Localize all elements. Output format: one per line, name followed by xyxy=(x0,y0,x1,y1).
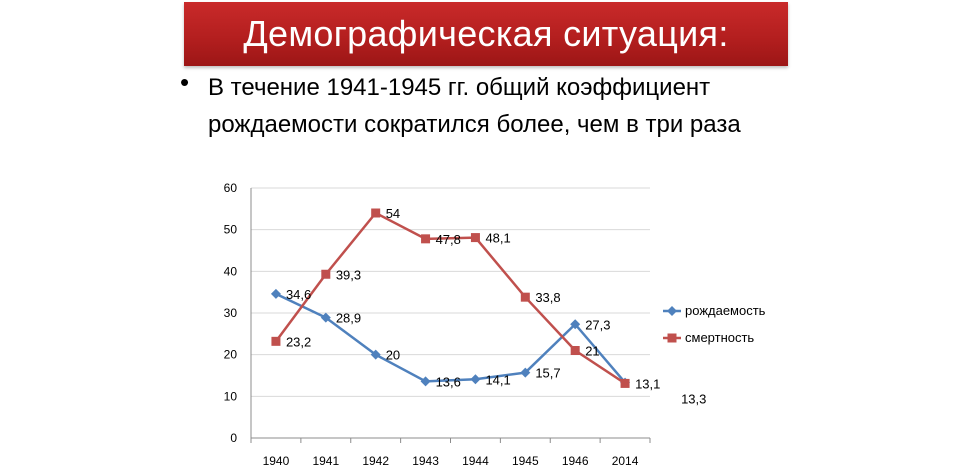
y-tick-label: 60 xyxy=(224,181,238,195)
y-tick-label: 20 xyxy=(224,348,238,362)
data-label: 27,3 xyxy=(585,317,610,332)
point-marker-diamond xyxy=(320,312,331,323)
point-marker-diamond xyxy=(420,376,431,387)
data-label: 48,1 xyxy=(485,231,510,246)
point-marker-square xyxy=(371,208,381,218)
point-marker-square xyxy=(520,292,530,302)
data-label: 39,3 xyxy=(336,267,361,282)
point-marker-square xyxy=(667,333,677,343)
data-label: 21 xyxy=(585,344,599,359)
data-label: 34,6 xyxy=(286,287,311,302)
point-marker-square xyxy=(470,233,480,243)
legend-label: смертность xyxy=(685,330,754,345)
data-label: 28,9 xyxy=(336,311,361,326)
chart-data-labels: 34,6 28,9 20 13,6 14,1 15,7 27,3 13,3 23,2 39,3 54… xyxy=(286,206,706,407)
point-marker-diamond xyxy=(370,349,381,360)
point-marker-square xyxy=(271,336,281,346)
data-label: 47,8 xyxy=(436,232,461,247)
point-marker-square xyxy=(321,269,331,279)
data-label: 33,8 xyxy=(535,290,560,305)
chart-legend: рождаемость смертность xyxy=(663,303,766,345)
legend-label: рождаемость xyxy=(685,303,766,318)
data-label: 54 xyxy=(386,206,400,221)
chart-axes: 0 10 20 30 40 50 60 1940 1941 1942 1943 1944 1945 194… xyxy=(224,181,651,468)
y-tick-label: 30 xyxy=(224,306,238,320)
y-tick-label: 0 xyxy=(230,431,237,445)
series-line-death xyxy=(274,211,626,385)
chart-gridlines xyxy=(251,187,650,397)
data-label: 14,1 xyxy=(485,372,510,387)
point-marker-diamond xyxy=(570,319,581,330)
y-tick-label: 40 xyxy=(224,264,238,278)
point-marker-diamond xyxy=(270,288,281,299)
point-marker-diamond xyxy=(667,306,677,316)
x-tick-label: 2014 xyxy=(612,454,639,468)
x-tick-label: 1943 xyxy=(412,454,439,468)
data-label: 13,1 xyxy=(635,376,660,391)
y-tick-label: 50 xyxy=(224,223,238,237)
x-tick-label: 1945 xyxy=(512,454,539,468)
data-label: 13,3 xyxy=(681,392,706,407)
x-tick-label: 1942 xyxy=(362,454,389,468)
point-marker-square xyxy=(421,234,431,244)
title-banner: Демографическая ситуация: xyxy=(184,2,788,66)
point-marker-square xyxy=(570,346,580,355)
y-tick-label: 10 xyxy=(224,389,238,403)
x-tick-label: 1944 xyxy=(462,454,489,468)
point-marker-diamond xyxy=(470,374,481,385)
x-tick-label: 1940 xyxy=(263,454,290,468)
x-tick-label: 1946 xyxy=(562,454,589,468)
slide-title: Демографическая ситуация: xyxy=(243,13,729,54)
series-line-birth xyxy=(275,292,627,384)
data-label: 20 xyxy=(386,348,400,363)
point-marker-diamond xyxy=(520,367,531,378)
chart-series xyxy=(270,208,631,388)
x-tick-label: 1941 xyxy=(312,454,339,468)
bullet-text: В течение 1941-1945 гг. общий коэффициен… xyxy=(208,74,741,138)
data-label: 15,7 xyxy=(535,366,560,381)
data-label: 13,6 xyxy=(436,374,461,389)
bullet-icon: • xyxy=(180,67,190,97)
point-marker-square xyxy=(620,378,630,388)
data-label: 23,2 xyxy=(286,334,311,349)
